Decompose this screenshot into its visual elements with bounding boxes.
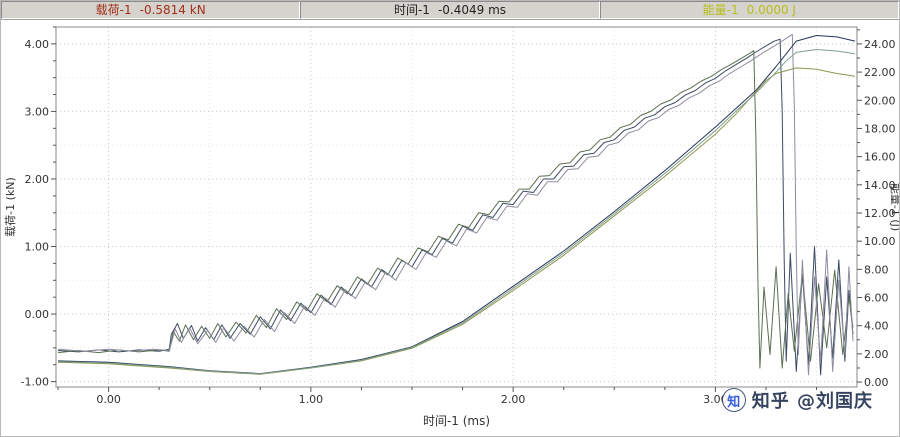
- x-tick-label: 3.00: [703, 393, 728, 406]
- y-right-tick-label: 10.00: [864, 235, 896, 248]
- time-readout-value: -0.4049 ms: [437, 3, 507, 17]
- y-left-tick-label: 1.00: [25, 241, 50, 254]
- y-right-tick-label: 14.00: [864, 179, 896, 192]
- series-line-load-test-2: [57, 50, 854, 369]
- x-tick-label: 1.00: [299, 393, 324, 406]
- y-left-tick-label: 0.00: [25, 308, 50, 321]
- series-line-energy-test-3: [57, 49, 856, 375]
- y-right-axis-title: 能量-1 (J): [889, 183, 900, 231]
- energy-readout: 能量-1 0.0000 J: [599, 1, 899, 19]
- readout-bar: 载荷-1 -0.5814 kN 时间-1 -0.4049 ms 能量-1 0.0…: [1, 1, 899, 20]
- y-left-tick-label: 2.00: [25, 173, 50, 186]
- plot-background: [56, 27, 857, 387]
- y-right-tick-label: 12.00: [864, 207, 896, 220]
- x-tick-label: 2.00: [501, 393, 526, 406]
- series-line-load-test-1: [57, 38, 854, 376]
- y-right-tick-label: 16.00: [864, 151, 896, 164]
- y-left-tick-label: 3.00: [25, 105, 50, 118]
- y-left-tick-label: 4.00: [25, 38, 50, 51]
- load-readout: 载荷-1 -0.5814 kN: [1, 1, 301, 19]
- load-readout-value: -0.5814 kN: [139, 3, 206, 17]
- y-right-tick-label: 24.00: [864, 38, 896, 51]
- time-readout-label: 时间-1: [393, 3, 430, 17]
- time-readout: 时间-1 -0.4049 ms: [300, 1, 600, 19]
- y-right-tick-label: 18.00: [864, 122, 896, 135]
- y-right-tick-label: 8.00: [864, 263, 889, 276]
- y-right-tick-label: 20.00: [864, 94, 896, 107]
- energy-readout-value: 0.0000 J: [746, 3, 796, 17]
- x-axis-title: 时间-1 (ms): [423, 414, 490, 428]
- load-readout-label: 载荷-1: [95, 3, 132, 17]
- y-right-tick-label: 22.00: [864, 66, 896, 79]
- x-tick-label: 0.00: [96, 393, 121, 406]
- y-right-tick-label: 2.00: [864, 348, 889, 361]
- y-left-axis-title: 载荷-1 (kN): [4, 177, 17, 237]
- y-right-tick-label: 4.00: [864, 320, 889, 333]
- y-left-tick-label: -1.00: [21, 376, 49, 389]
- series-line-load-test-3: [57, 33, 854, 376]
- chart-area: 0.00 1.00 2.00 3.00 -1.00 0.00 1.00 2.00 3.00 4.0…: [1, 20, 900, 437]
- chart-canvas[interactable]: 0.00 1.00 2.00 3.00 -1.00 0.00 1.00 2.00 3.00 4.0…: [1, 20, 900, 437]
- plot-border: [55, 26, 858, 388]
- energy-readout-label: 能量-1: [702, 3, 739, 17]
- y-right-tick-label: 6.00: [864, 292, 889, 305]
- y-right-tick-label: 0.00: [864, 376, 889, 389]
